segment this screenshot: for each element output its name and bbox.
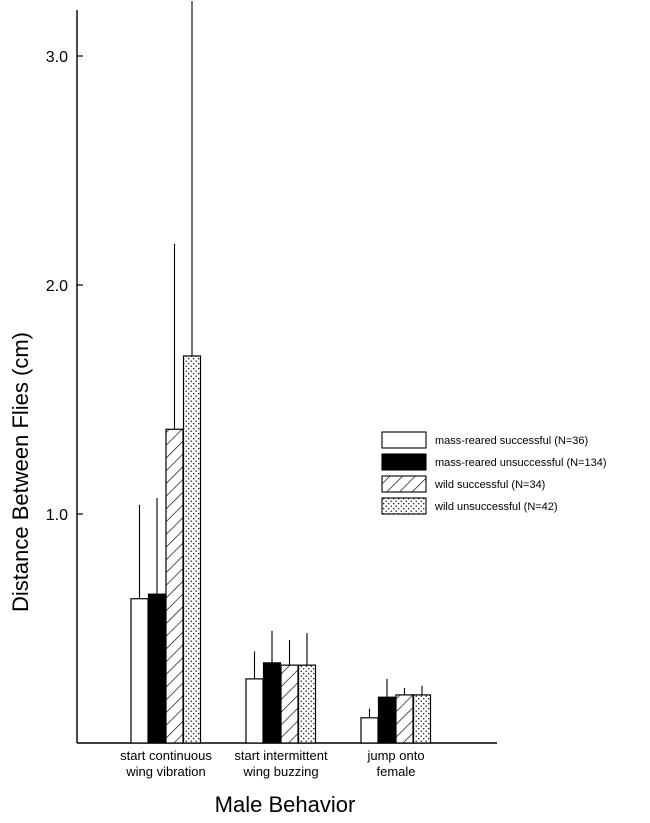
category-label: start intermittent wing buzzing bbox=[234, 748, 328, 779]
bar-hatched-3 bbox=[395, 694, 414, 744]
bar-open-3 bbox=[360, 717, 379, 744]
legend: mass-reared successful (N=36) mass-reared… bbox=[381, 431, 607, 515]
error-bars bbox=[138, 1, 423, 718]
bar-open-2 bbox=[245, 678, 264, 744]
bar-solid-2 bbox=[262, 662, 282, 744]
y-tick-label: 1.0 bbox=[46, 507, 68, 524]
bar-solid-1 bbox=[147, 593, 167, 744]
category-label: jump onto female bbox=[366, 748, 424, 779]
legend-swatch-dotted bbox=[381, 497, 427, 515]
legend-swatch-open bbox=[381, 431, 427, 449]
bar-hatched-2 bbox=[280, 664, 299, 744]
legend-label: mass-reared unsuccessful (N=134) bbox=[435, 457, 607, 469]
category-label: start continuous wing vibration bbox=[120, 748, 212, 779]
bar-open-1 bbox=[130, 598, 149, 744]
legend-label: wild unsuccessful (N=42) bbox=[434, 501, 558, 513]
bar-dotted-3 bbox=[412, 694, 432, 744]
bar-solid-3 bbox=[377, 696, 397, 744]
category-labels: start continuous wing vibration start inte… bbox=[120, 748, 424, 779]
legend-label: wild successful (N=34) bbox=[434, 479, 545, 491]
y-axis-title: Distance Between Flies (cm) bbox=[8, 332, 33, 612]
legend-label: mass-reared successful (N=36) bbox=[435, 435, 588, 447]
x-axis-title: Male Behavior bbox=[215, 792, 356, 817]
legend-swatch-solid bbox=[381, 453, 427, 471]
y-tick-label: 3.0 bbox=[46, 49, 68, 66]
legend-swatch-hatched bbox=[381, 475, 427, 493]
bar-dotted-1 bbox=[182, 355, 202, 744]
bars bbox=[130, 355, 432, 744]
bar-dotted-2 bbox=[297, 664, 317, 744]
bar-hatched-1 bbox=[165, 428, 184, 744]
y-axis: 1.0 2.0 3.0 bbox=[46, 10, 83, 743]
y-tick-label: 2.0 bbox=[46, 278, 68, 295]
